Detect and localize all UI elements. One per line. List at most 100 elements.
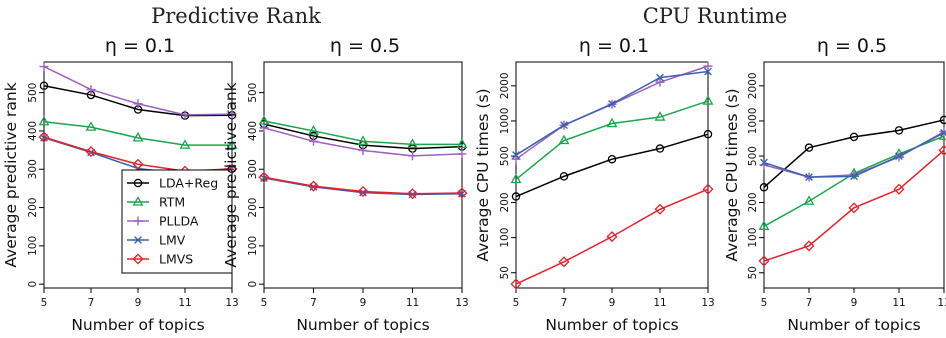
x-tick-label: 5 [41, 297, 48, 309]
x-axis-label: Number of topics [71, 316, 204, 334]
y-tick-label: 500 [747, 146, 759, 166]
y-axis-label: Average CPU times (s) [474, 88, 492, 261]
data-point-lmvs [893, 183, 905, 195]
y-tick-label: 200 [247, 198, 259, 218]
data-point-rtm [38, 115, 50, 126]
data-point-lda-reg [559, 172, 569, 181]
data-point-lda-reg [759, 183, 769, 192]
series-lmvs [258, 171, 468, 200]
plot-frame [515, 61, 709, 289]
data-point-lda-reg [607, 154, 617, 164]
y-tick-label: 100 [747, 228, 759, 248]
series-line-lmvs [263, 176, 463, 195]
data-point-lda-reg [655, 144, 665, 153]
series-line-lda-reg [263, 123, 463, 150]
series-line-lda-reg [763, 119, 945, 188]
data-point-rtm [758, 220, 770, 230]
data-point-lmv [512, 151, 520, 159]
data-point-rtm [85, 121, 97, 131]
x-tick-label: 7 [806, 297, 813, 309]
legend-marker-lmvs [132, 253, 144, 265]
y-tick-label: 1000 [747, 108, 759, 135]
data-point-lda-reg [939, 115, 946, 125]
y-tick-label: 200 [27, 198, 39, 218]
chart-panel-3: η = 0.1 50 100 200 500 1000 2000 5 7 9 11 13 Number … [474, 35, 715, 334]
y-axis-label: Average CPU times (s) [723, 88, 741, 261]
series-pllda [259, 123, 467, 161]
x-tick-label: 13 [225, 297, 238, 309]
data-point-rtm [132, 131, 144, 142]
data-point-lmvs [258, 171, 270, 183]
panel-title: η = 0.5 [817, 35, 887, 57]
series-line-rtm [263, 120, 462, 146]
data-point-rtm [606, 117, 618, 128]
legend-label-lmv: LMV [159, 233, 186, 248]
x-tick-label: 5 [513, 297, 520, 309]
group-title-cpu-runtime: CPU Runtime [643, 4, 788, 28]
data-point-lmv [850, 172, 858, 181]
y-tick-label: 1000 [499, 108, 511, 135]
data-point-lmvs [848, 202, 860, 214]
data-point-pllda [703, 61, 713, 71]
panel-title: η = 0.5 [330, 35, 400, 57]
y-tick-label: 400 [247, 121, 259, 141]
x-axis-label: Number of topics [296, 316, 429, 334]
data-point-lmv [704, 67, 712, 76]
series-line-lda-reg [43, 85, 233, 117]
legend-marker-lda-reg [133, 178, 143, 188]
y-tick-label: 100 [499, 228, 511, 248]
data-point-pllda [39, 62, 49, 72]
data-point-rtm [308, 125, 319, 135]
data-point-rtm [226, 139, 238, 149]
x-tick-label: 5 [261, 297, 268, 309]
series-line-lmvs [43, 136, 233, 172]
group-title-predictive-rank: Predictive Rank [151, 4, 321, 28]
x-tick-label: 13 [455, 297, 468, 309]
data-point-lda-reg [703, 129, 713, 139]
y-tick-label: 2000 [747, 72, 759, 99]
data-point-rtm [456, 138, 468, 149]
legend-label-rtm: RTM [159, 195, 185, 210]
y-tick-label: 100 [247, 236, 259, 256]
series-pllda [511, 61, 713, 164]
data-point-rtm [407, 138, 418, 149]
series-line-pllda [763, 130, 945, 178]
data-point-rtm [654, 111, 666, 121]
y-tick-label: 50 [499, 266, 511, 279]
y-tick-label: 0 [247, 281, 259, 288]
y-tick-label: 2000 [499, 72, 511, 99]
legend-marker-rtm [132, 196, 144, 206]
series-lda-reg [511, 129, 713, 201]
x-tick-label: 7 [561, 297, 568, 309]
x-tick-label: 5 [761, 297, 768, 309]
data-point-lda-reg [849, 132, 859, 142]
y-tick-label: 50 [747, 266, 759, 279]
data-point-pllda [227, 109, 237, 119]
data-point-pllda [86, 85, 96, 95]
legend-marker-pllda [133, 216, 143, 226]
data-point-lmvs [132, 158, 144, 170]
data-point-pllda [259, 123, 269, 133]
x-tick-label: 9 [851, 297, 858, 309]
series-lmvs [758, 144, 946, 267]
data-point-lmvs [558, 256, 570, 268]
series-rtm [510, 95, 714, 184]
series-lmvs [38, 131, 238, 177]
data-point-lmv [760, 158, 768, 167]
data-point-lda-reg [39, 81, 49, 90]
x-tick-label: 11 [653, 297, 666, 309]
legend-label-pllda: PLLDA [159, 214, 199, 229]
data-point-lmvs [357, 185, 369, 197]
data-point-lmvs [654, 203, 666, 215]
series-lmvs [510, 183, 714, 290]
x-axis-label: Number of topics [787, 316, 920, 334]
data-point-lmv [940, 128, 946, 137]
series-line-pllda [515, 65, 709, 160]
y-tick-label: 300 [247, 159, 259, 179]
data-point-lda-reg [894, 126, 904, 135]
data-point-lmv [359, 188, 367, 197]
data-point-rtm [510, 173, 522, 184]
data-point-pllda [655, 77, 665, 87]
legend-label-lmvs: LMVS [159, 252, 193, 267]
